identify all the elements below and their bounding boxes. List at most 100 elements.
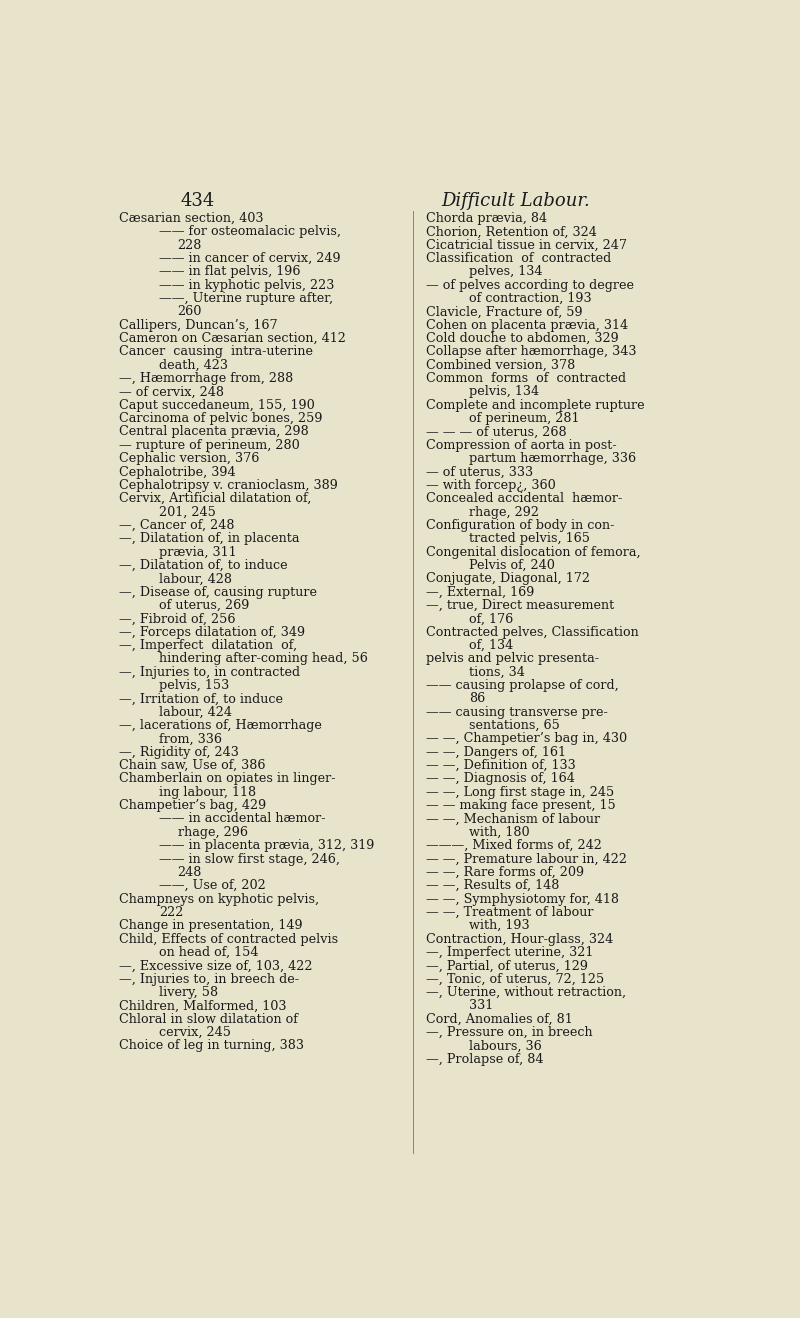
Text: labours, 36: labours, 36: [469, 1040, 542, 1052]
Text: Cancer  causing  intra-uterine: Cancer causing intra-uterine: [118, 345, 313, 358]
Text: —, Dilatation of, to induce: —, Dilatation of, to induce: [118, 559, 287, 572]
Text: livery, 58: livery, 58: [159, 986, 218, 999]
Text: — —, Champetier’s bag in, 430: — —, Champetier’s bag in, 430: [426, 733, 626, 746]
Text: of contraction, 193: of contraction, 193: [469, 293, 591, 304]
Text: —, Uterine, without retraction,: —, Uterine, without retraction,: [426, 986, 626, 999]
Text: tracted pelvis, 165: tracted pelvis, 165: [469, 532, 590, 546]
Text: Champetier’s bag, 429: Champetier’s bag, 429: [118, 799, 266, 812]
Text: rhage, 296: rhage, 296: [178, 826, 247, 838]
Text: 248: 248: [178, 866, 202, 879]
Text: Champneys on kyphotic pelvis,: Champneys on kyphotic pelvis,: [118, 892, 318, 905]
Text: —, true, Direct measurement: —, true, Direct measurement: [426, 598, 614, 612]
Text: Combined version, 378: Combined version, 378: [426, 358, 574, 372]
Text: —— in kyphotic pelvis, 223: —— in kyphotic pelvis, 223: [159, 278, 334, 291]
Text: —— causing prolapse of cord,: —— causing prolapse of cord,: [426, 679, 618, 692]
Text: —, Excessive size of, 103, 422: —, Excessive size of, 103, 422: [118, 960, 312, 973]
Text: 331: 331: [469, 999, 493, 1012]
Text: labour, 424: labour, 424: [159, 705, 232, 718]
Text: death, 423: death, 423: [159, 358, 228, 372]
Text: —, Hæmorrhage from, 288: —, Hæmorrhage from, 288: [118, 372, 293, 385]
Text: Cameron on Cæsarian section, 412: Cameron on Cæsarian section, 412: [118, 332, 346, 345]
Text: — —, Treatment of labour: — —, Treatment of labour: [426, 905, 593, 919]
Text: — —, Results of, 148: — —, Results of, 148: [426, 879, 559, 892]
Text: pelvis, 134: pelvis, 134: [469, 385, 539, 398]
Text: — of cervix, 248: — of cervix, 248: [118, 385, 224, 398]
Text: 201, 245: 201, 245: [159, 506, 216, 518]
Text: —, Cancer of, 248: —, Cancer of, 248: [118, 519, 234, 532]
Text: Callipers, Duncan’s, 167: Callipers, Duncan’s, 167: [118, 319, 278, 332]
Text: tions, 34: tions, 34: [469, 666, 525, 679]
Text: ——, Use of, 202: ——, Use of, 202: [159, 879, 266, 892]
Text: Caput succedaneum, 155, 190: Caput succedaneum, 155, 190: [118, 399, 314, 411]
Text: — —, Mechanism of labour: — —, Mechanism of labour: [426, 812, 600, 825]
Text: —, Dilatation of, in placenta: —, Dilatation of, in placenta: [118, 532, 299, 546]
Text: prævia, 311: prævia, 311: [159, 546, 237, 559]
Text: — with forcep¿, 360: — with forcep¿, 360: [426, 478, 555, 492]
Text: 260: 260: [178, 306, 202, 319]
Text: Chamberlain on opiates in linger-: Chamberlain on opiates in linger-: [118, 772, 335, 786]
Text: Cephalic version, 376: Cephalic version, 376: [118, 452, 259, 465]
Text: — —, Symphysiotomy for, 418: — —, Symphysiotomy for, 418: [426, 892, 618, 905]
Text: Cephalotribe, 394: Cephalotribe, 394: [118, 465, 235, 478]
Text: Cephalotripsy v. cranioclasm, 389: Cephalotripsy v. cranioclasm, 389: [118, 478, 338, 492]
Text: —— in cancer of cervix, 249: —— in cancer of cervix, 249: [159, 252, 341, 265]
Text: Congenital dislocation of femora,: Congenital dislocation of femora,: [426, 546, 640, 559]
Text: —— causing transverse pre-: —— causing transverse pre-: [426, 705, 607, 718]
Text: —, Pressure on, in breech: —, Pressure on, in breech: [426, 1025, 592, 1039]
Text: — —, Rare forms of, 209: — —, Rare forms of, 209: [426, 866, 584, 879]
Text: Carcinoma of pelvic bones, 259: Carcinoma of pelvic bones, 259: [118, 413, 322, 426]
Text: of perineum, 281: of perineum, 281: [469, 413, 579, 426]
Text: Central placenta prævia, 298: Central placenta prævia, 298: [118, 426, 308, 439]
Text: —— in placenta prævia, 312, 319: —— in placenta prævia, 312, 319: [159, 840, 374, 853]
Text: — —, Premature labour in, 422: — —, Premature labour in, 422: [426, 853, 626, 866]
Text: 222: 222: [159, 905, 183, 919]
Text: — of uterus, 333: — of uterus, 333: [426, 465, 533, 478]
Text: — — — of uterus, 268: — — — of uterus, 268: [426, 426, 566, 439]
Text: —, lacerations of, Hæmorrhage: —, lacerations of, Hæmorrhage: [118, 720, 322, 731]
Text: Choice of leg in turning, 383: Choice of leg in turning, 383: [118, 1040, 304, 1052]
Text: rhage, 292: rhage, 292: [469, 506, 539, 518]
Text: with, 180: with, 180: [469, 826, 530, 838]
Text: —, Forceps dilatation of, 349: —, Forceps dilatation of, 349: [118, 626, 305, 639]
Text: Concealed accidental  hæmor-: Concealed accidental hæmor-: [426, 492, 622, 505]
Text: Change in presentation, 149: Change in presentation, 149: [118, 919, 302, 932]
Text: —, Rigidity of, 243: —, Rigidity of, 243: [118, 746, 238, 759]
Text: Configuration of body in con-: Configuration of body in con-: [426, 519, 614, 532]
Text: — —, Long first stage in, 245: — —, Long first stage in, 245: [426, 786, 614, 799]
Text: Pelvis of, 240: Pelvis of, 240: [469, 559, 554, 572]
Text: Cervix, Artificial dilatation of,: Cervix, Artificial dilatation of,: [118, 492, 311, 505]
Text: on head of, 154: on head of, 154: [159, 946, 258, 960]
Text: —, Irritation of, to induce: —, Irritation of, to induce: [118, 692, 282, 705]
Text: —, External, 169: —, External, 169: [426, 585, 534, 598]
Text: —— for osteomalacic pelvis,: —— for osteomalacic pelvis,: [159, 225, 341, 239]
Text: pelvis and pelvic presenta-: pelvis and pelvic presenta-: [426, 652, 598, 666]
Text: Child, Effects of contracted pelvis: Child, Effects of contracted pelvis: [118, 933, 338, 945]
Text: ——, Uterine rupture after,: ——, Uterine rupture after,: [159, 293, 333, 304]
Text: ———, Mixed forms of, 242: ———, Mixed forms of, 242: [426, 840, 602, 853]
Text: from, 336: from, 336: [159, 733, 222, 746]
Text: —, Injuries to, in breech de-: —, Injuries to, in breech de-: [118, 973, 298, 986]
Text: 434: 434: [181, 191, 215, 210]
Text: — —, Dangers of, 161: — —, Dangers of, 161: [426, 746, 566, 759]
Text: Complete and incomplete rupture: Complete and incomplete rupture: [426, 399, 644, 411]
Text: Cold douche to abdomen, 329: Cold douche to abdomen, 329: [426, 332, 618, 345]
Text: Cohen on placenta prævia, 314: Cohen on placenta prævia, 314: [426, 319, 628, 332]
Text: Collapse after hæmorrhage, 343: Collapse after hæmorrhage, 343: [426, 345, 636, 358]
Text: — rupture of perineum, 280: — rupture of perineum, 280: [118, 439, 299, 452]
Text: —, Imperfect  dilatation  of,: —, Imperfect dilatation of,: [118, 639, 297, 652]
Text: Classification  of  contracted: Classification of contracted: [426, 252, 610, 265]
Text: pelvis, 153: pelvis, 153: [159, 679, 229, 692]
Text: cervix, 245: cervix, 245: [159, 1025, 231, 1039]
Text: Compression of aorta in post-: Compression of aorta in post-: [426, 439, 616, 452]
Text: —, Imperfect uterine, 321: —, Imperfect uterine, 321: [426, 946, 593, 960]
Text: — — making face present, 15: — — making face present, 15: [426, 799, 615, 812]
Text: Children, Malformed, 103: Children, Malformed, 103: [118, 999, 286, 1012]
Text: Conjugate, Diagonal, 172: Conjugate, Diagonal, 172: [426, 572, 590, 585]
Text: —, Fibroid of, 256: —, Fibroid of, 256: [118, 613, 235, 625]
Text: —, Disease of, causing rupture: —, Disease of, causing rupture: [118, 585, 317, 598]
Text: —— in accidental hæmor-: —— in accidental hæmor-: [159, 812, 326, 825]
Text: labour, 428: labour, 428: [159, 572, 232, 585]
Text: Cæsarian section, 403: Cæsarian section, 403: [118, 212, 263, 225]
Text: Difficult Labour.: Difficult Labour.: [441, 191, 590, 210]
Text: partum hæmorrhage, 336: partum hæmorrhage, 336: [469, 452, 636, 465]
